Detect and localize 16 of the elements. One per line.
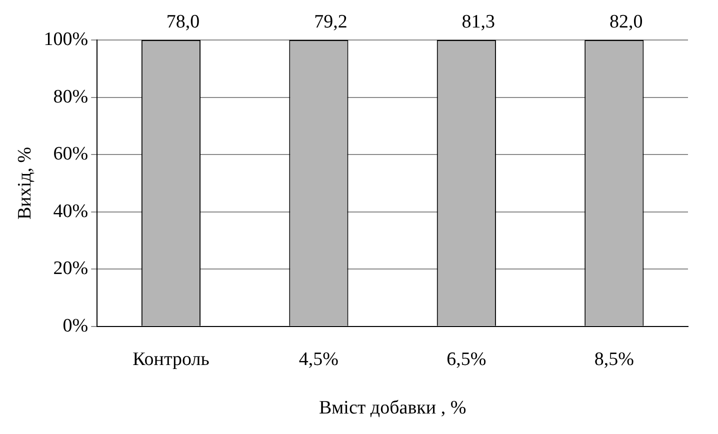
y-tick-label: 60% [53, 144, 88, 165]
y-tick-label: 80% [53, 86, 88, 108]
annotation: 79,2 [314, 11, 348, 32]
y-tick-label: 40% [53, 200, 88, 222]
y-tick-label: 0% [62, 315, 88, 336]
x-tick-label: Контроль [132, 348, 210, 370]
y-tick-label: 100% [44, 28, 88, 50]
annotation: 81,3 [462, 11, 496, 32]
x-tick-label: 4,5% [298, 348, 339, 370]
annotation: 78,0 [166, 11, 200, 32]
x-axis-title: Вміст добавки , % [318, 398, 466, 419]
annotation: 82,0 [610, 11, 643, 32]
x-tick-label: 6,5% [446, 348, 486, 370]
x-tick-label: 8,5% [594, 348, 634, 370]
y-axis-title: Вихід, % [14, 146, 36, 220]
y-tick-label: 20% [53, 258, 88, 280]
